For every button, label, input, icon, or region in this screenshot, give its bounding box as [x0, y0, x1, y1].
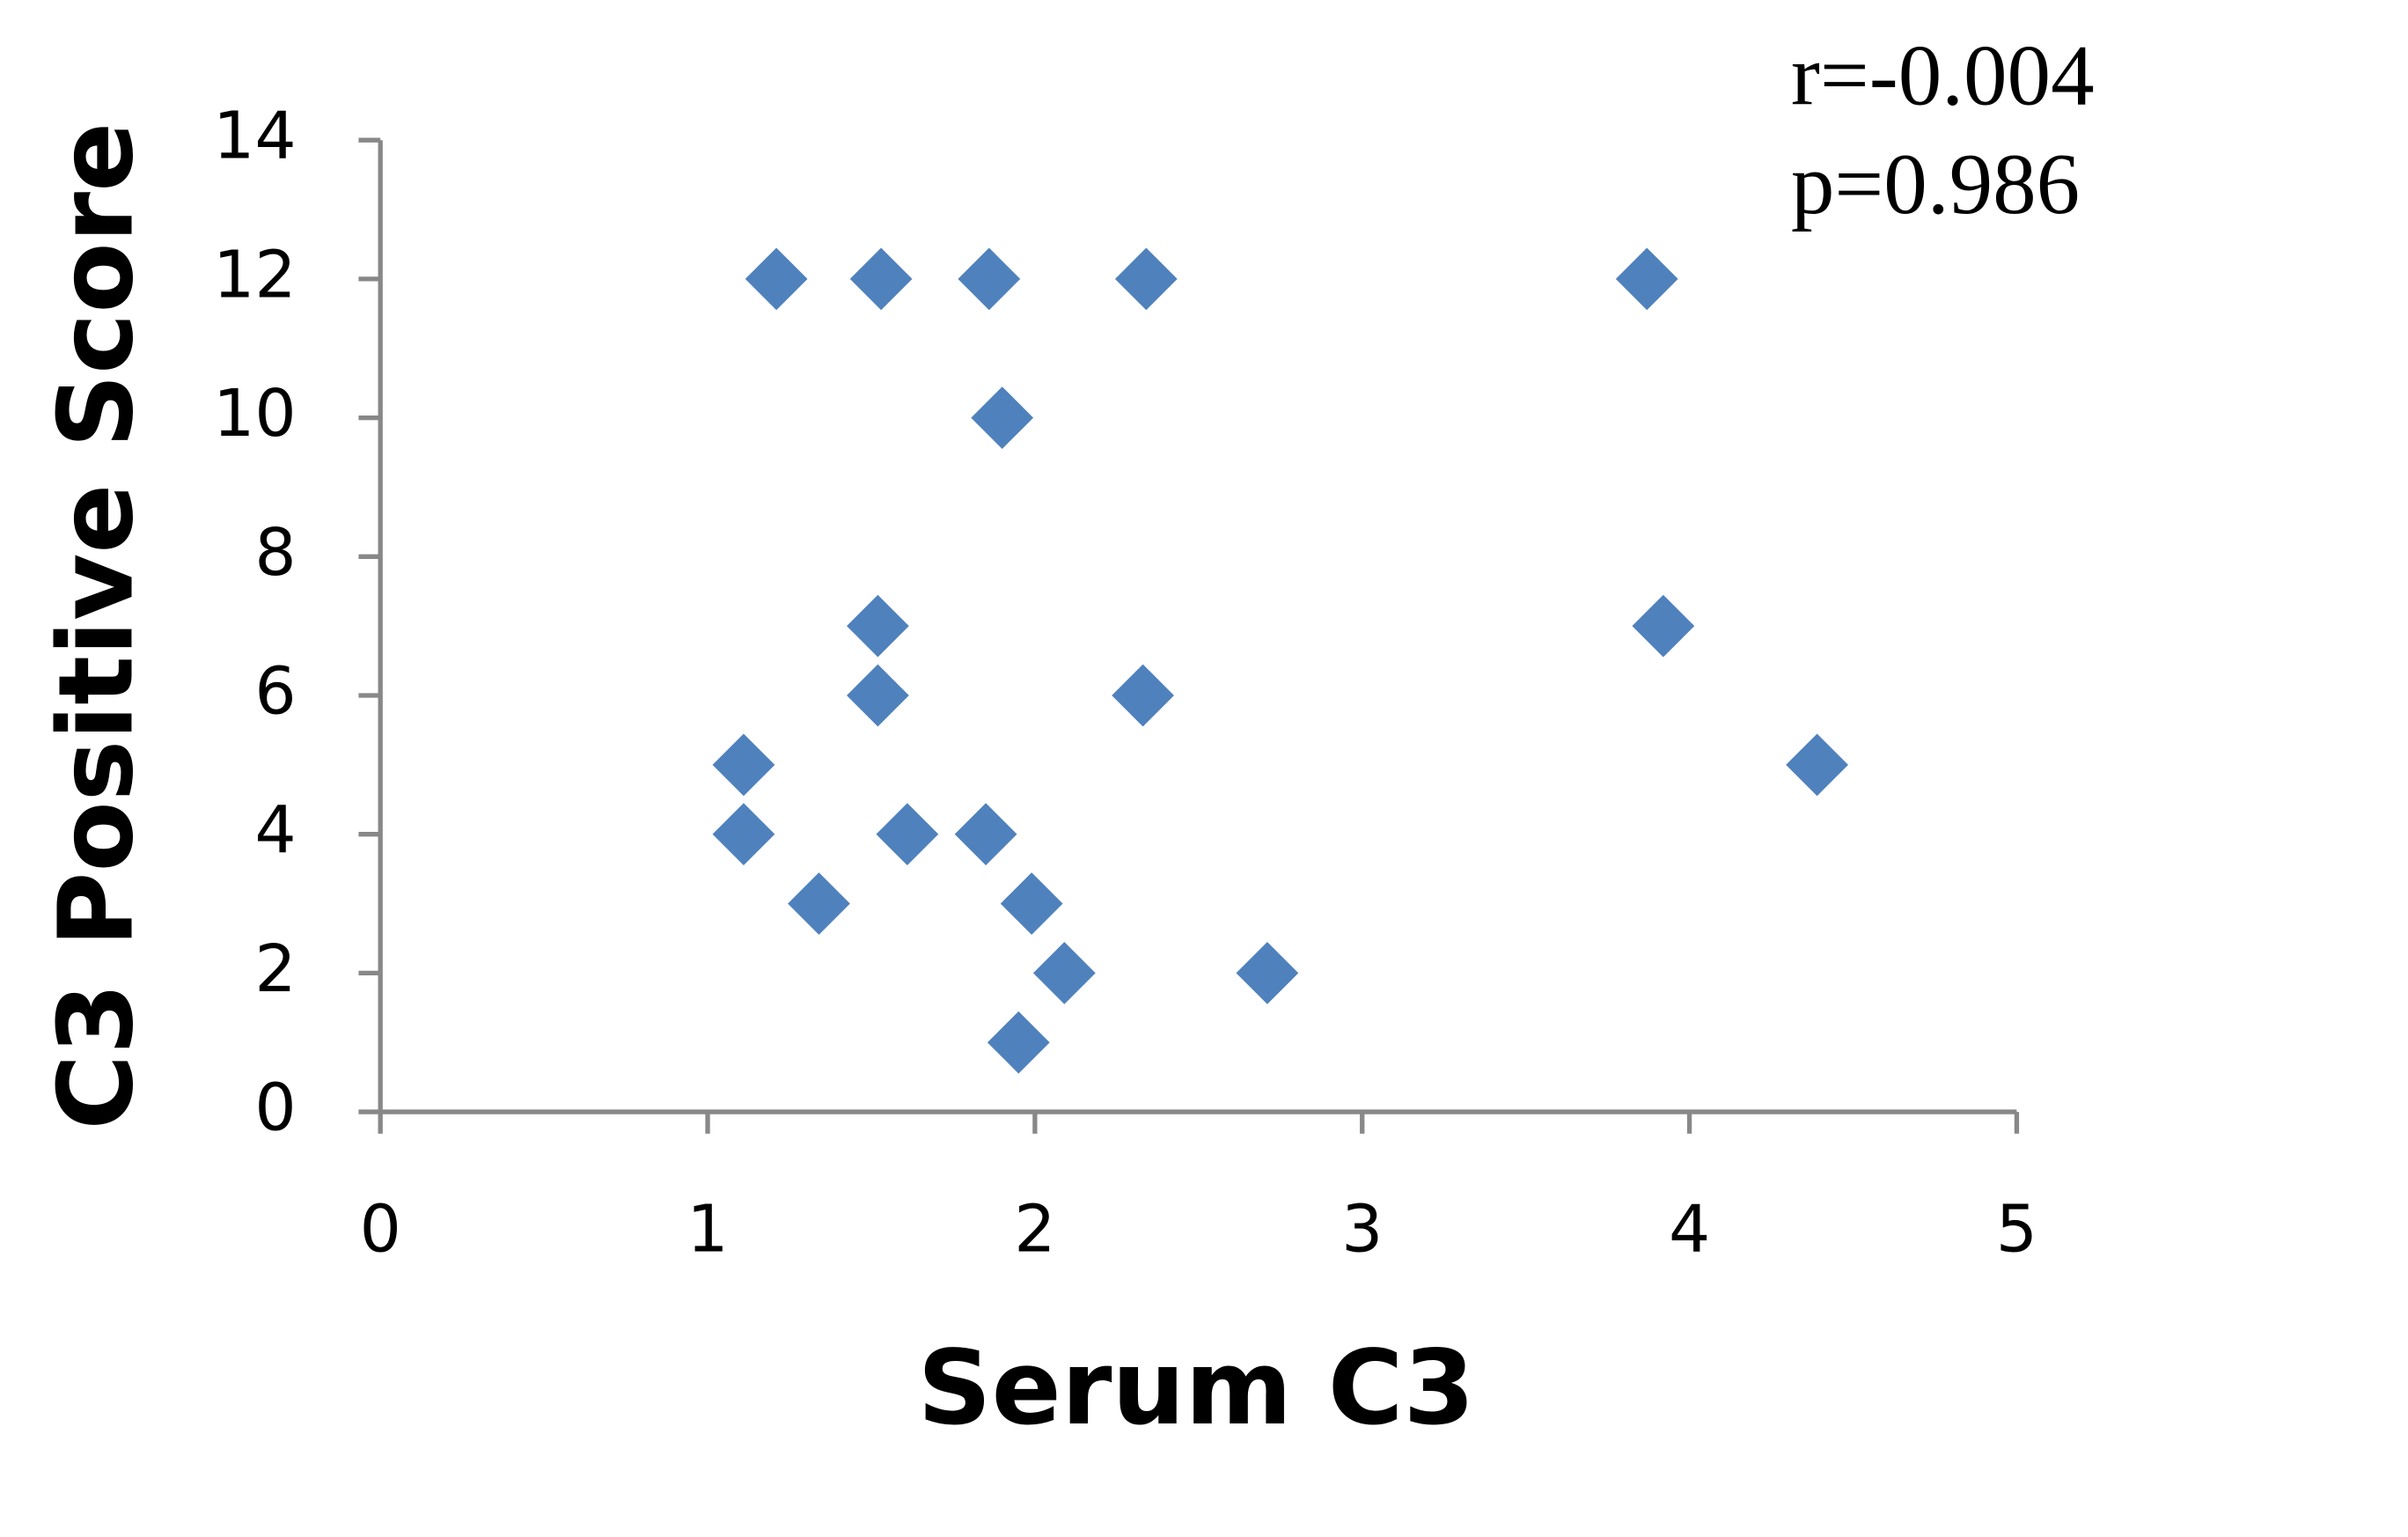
x-tick-label: 4	[1669, 1191, 1710, 1268]
y-tick-label: 10	[213, 375, 297, 452]
point	[1632, 594, 1695, 658]
x-axis-title: Serum C3	[918, 1328, 1475, 1448]
point	[1000, 872, 1063, 935]
x-tick-label: 3	[1341, 1191, 1383, 1268]
point	[876, 803, 939, 866]
point	[712, 733, 775, 797]
y-axis-title: C3 Positive Score	[37, 122, 157, 1130]
y-tick-label: 8	[254, 514, 296, 591]
point	[1114, 247, 1178, 311]
point	[847, 664, 909, 727]
point	[745, 247, 808, 311]
x-tick-label: 1	[686, 1191, 728, 1268]
y-tick-label: 12	[213, 236, 297, 313]
y-tick-label: 0	[254, 1070, 296, 1146]
point	[1615, 247, 1678, 311]
point	[954, 803, 1017, 866]
y-tick-label: 4	[254, 791, 296, 868]
x-tick-label: 0	[360, 1191, 401, 1268]
x-tick-label: 5	[1996, 1191, 2037, 1268]
x-tick-label: 2	[1014, 1191, 1055, 1268]
y-tick-label: 2	[254, 930, 296, 1007]
point	[1236, 941, 1299, 1004]
point	[1786, 733, 1848, 797]
point	[1032, 941, 1096, 1004]
point	[1112, 664, 1174, 727]
point	[987, 1011, 1050, 1074]
point	[849, 247, 913, 311]
y-tick-label: 14	[213, 98, 297, 174]
annotation: r=-0.004	[1791, 27, 2095, 123]
point	[788, 872, 850, 935]
point	[958, 247, 1021, 311]
y-tick-label: 6	[254, 652, 296, 729]
point	[712, 803, 775, 866]
point	[847, 594, 909, 658]
point	[971, 386, 1034, 449]
annotation: p=0.986	[1791, 136, 2080, 232]
